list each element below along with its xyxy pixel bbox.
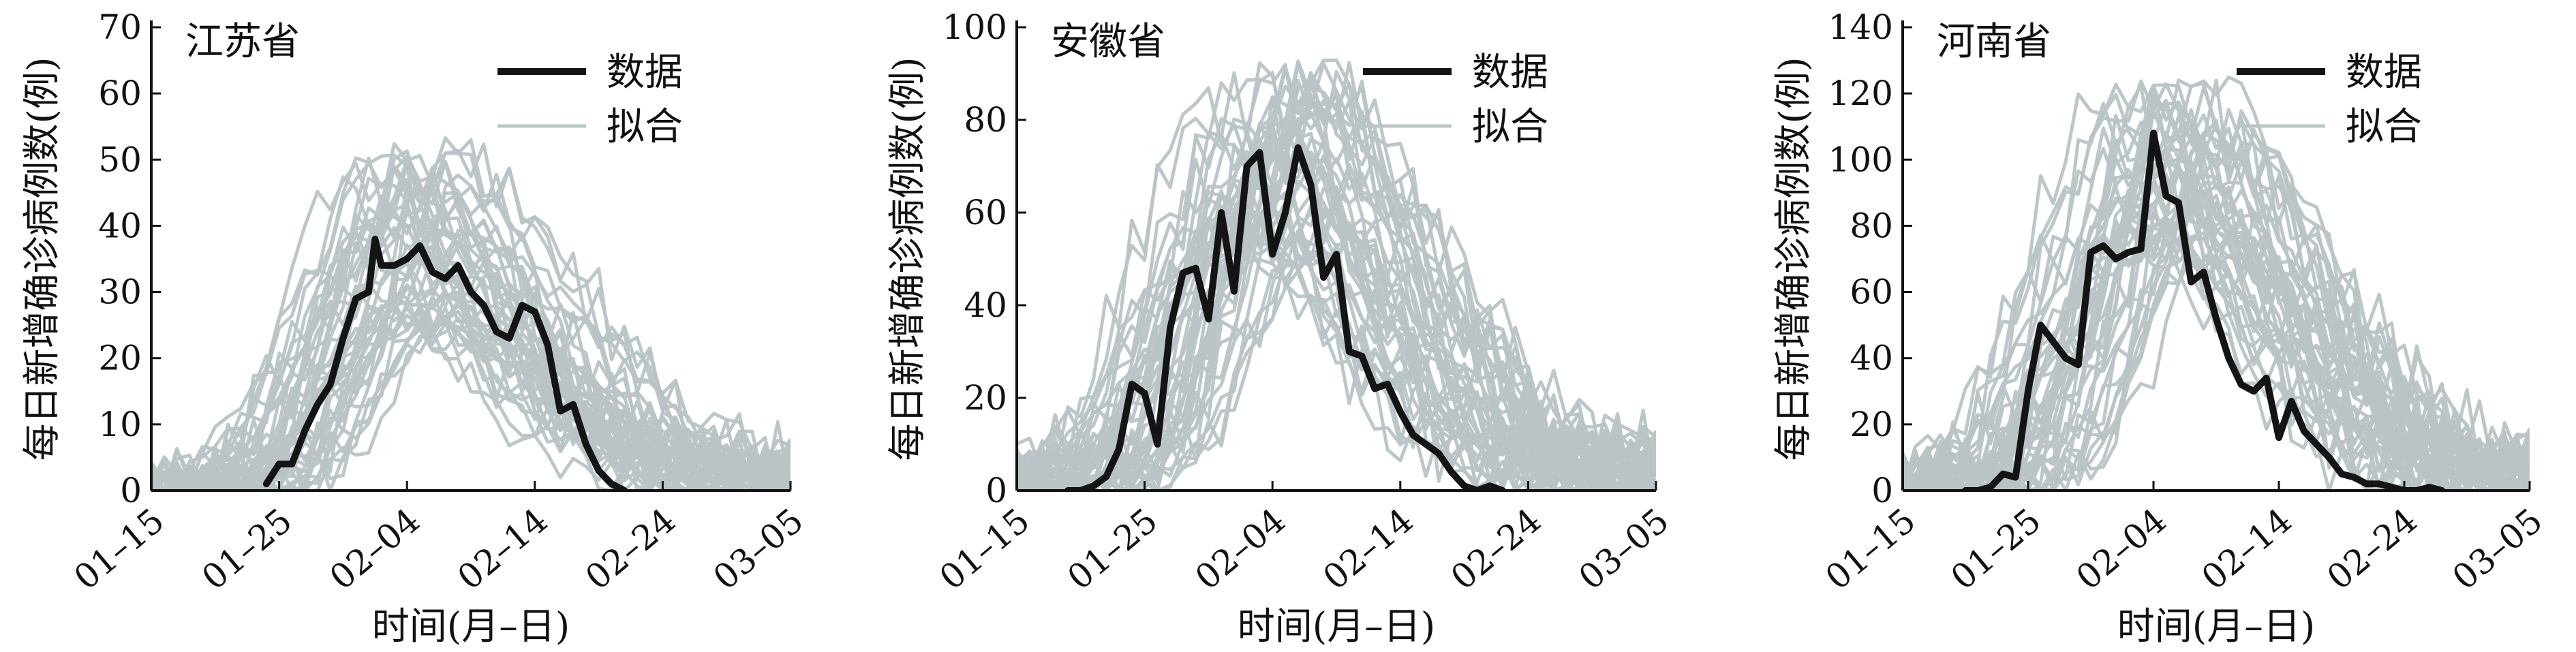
y-tick-label: 0: [120, 471, 142, 510]
fit-curves: [151, 136, 791, 491]
x-tick-label: 01–15: [67, 501, 172, 597]
x-tick-label: 03–05: [2445, 501, 2550, 597]
data-series-line: [1962, 129, 2446, 491]
y-tick-label: 70: [98, 7, 142, 47]
y-axis-label: 每日新增确诊病例数(例): [885, 57, 929, 461]
x-tick-label: 02–24: [1443, 501, 1548, 597]
panel-title: 江苏省: [185, 20, 300, 64]
x-tick-label: 01–25: [1944, 501, 2049, 597]
y-tick-label: 30: [98, 273, 142, 312]
y-axis-label: 每日新增确诊病例数(例): [1771, 57, 1815, 461]
y-tick-label: 80: [964, 100, 1007, 140]
fit-series-line: [1903, 113, 2530, 491]
y-tick-label: 60: [98, 74, 142, 113]
x-tick-label: 03–05: [706, 501, 811, 597]
y-tick-label: 10: [98, 405, 142, 444]
x-tick-label: 02–14: [2194, 501, 2299, 597]
fit-series-line: [151, 136, 791, 491]
chart-panel-anhui: 0 20 40 60 80 100 01–15 01–25 02–04 02–14 02–24 03–…: [885, 7, 1676, 648]
panel-title: 河南省: [1937, 20, 2051, 64]
fit-series-line: [151, 191, 791, 491]
data-series-line: [262, 235, 628, 491]
x-tick-label: 01–25: [194, 501, 299, 597]
y-tick-label: 40: [964, 285, 1007, 325]
fit-series-line: [1903, 101, 2530, 491]
y-tick-label: 0: [985, 471, 1007, 510]
x-tick-label: 02–04: [2069, 501, 2174, 597]
y-tick-label: 100: [942, 7, 1007, 47]
y-tick-label: 80: [1850, 206, 1893, 245]
legend-label-fit: 拟合: [607, 105, 683, 149]
y-tick-label: 120: [1828, 74, 1893, 113]
y-axis-label: 每日新增确诊病例数(例): [20, 57, 63, 461]
y-tick-label: 50: [98, 140, 142, 179]
x-axis-label: 时间(月–日): [372, 604, 570, 648]
x-axis-label: 时间(月–日): [2117, 604, 2315, 648]
fit-series-line: [1903, 93, 2530, 491]
x-tick-label: 01–15: [1818, 501, 1923, 597]
x-tick-label: 01–15: [932, 501, 1037, 597]
fit-series-line: [1017, 110, 1656, 491]
legend-label-fit: 拟合: [2346, 105, 2422, 149]
panel-title: 安徽省: [1051, 20, 1165, 64]
data-series-line: [1064, 144, 1506, 491]
x-tick-label: 02–24: [578, 501, 683, 597]
x-tick-label: 02–04: [322, 501, 427, 597]
chart-panel-henan: 0 20 40 60 80 100 120 140 01–15 01–25 02–04 02–14 02…: [1771, 7, 2550, 648]
legend-label-data: 数据: [607, 50, 683, 95]
y-tick-label: 20: [98, 339, 142, 378]
fit-series-line: [151, 281, 791, 491]
chart-panel-jiangsu: 0 10 20 30 40 50 60 70 01–15 01–25 02–04 02–14 02–24…: [20, 7, 811, 648]
y-tick-label: 140: [1828, 7, 1893, 47]
y-tick-label: 20: [1850, 405, 1893, 444]
legend-label-data: 数据: [2346, 50, 2422, 95]
x-tick-label: 03–05: [1571, 501, 1676, 597]
fit-series-line: [1903, 216, 2530, 491]
x-tick-label: 02–04: [1188, 501, 1293, 597]
fit-series-line: [151, 173, 791, 491]
x-tick-label: 02–24: [2320, 501, 2425, 597]
fit-series-line: [1017, 71, 1656, 491]
y-tick-label: 100: [1828, 140, 1893, 179]
x-tick-label: 02–14: [450, 501, 555, 597]
y-tick-label: 20: [964, 378, 1007, 418]
x-tick-label: 01–25: [1060, 501, 1165, 597]
y-tick-label: 0: [1871, 471, 1893, 510]
y-tick-label: 60: [964, 193, 1007, 232]
legend-label-fit: 拟合: [1472, 105, 1548, 149]
y-tick-label: 60: [1850, 273, 1893, 312]
legend-label-data: 数据: [1472, 50, 1548, 95]
fit-curves: [1903, 75, 2530, 491]
fit-series-line: [1903, 231, 2530, 491]
y-tick-label: 40: [98, 206, 142, 245]
fit-series-line: [1017, 63, 1656, 491]
fit-curves: [1017, 58, 1656, 491]
fit-series-line: [1903, 232, 2530, 491]
fit-series-line: [1017, 153, 1656, 491]
x-tick-label: 02–14: [1316, 501, 1421, 597]
x-axis-label: 时间(月–日): [1238, 604, 1435, 648]
y-tick-label: 40: [1850, 339, 1893, 378]
